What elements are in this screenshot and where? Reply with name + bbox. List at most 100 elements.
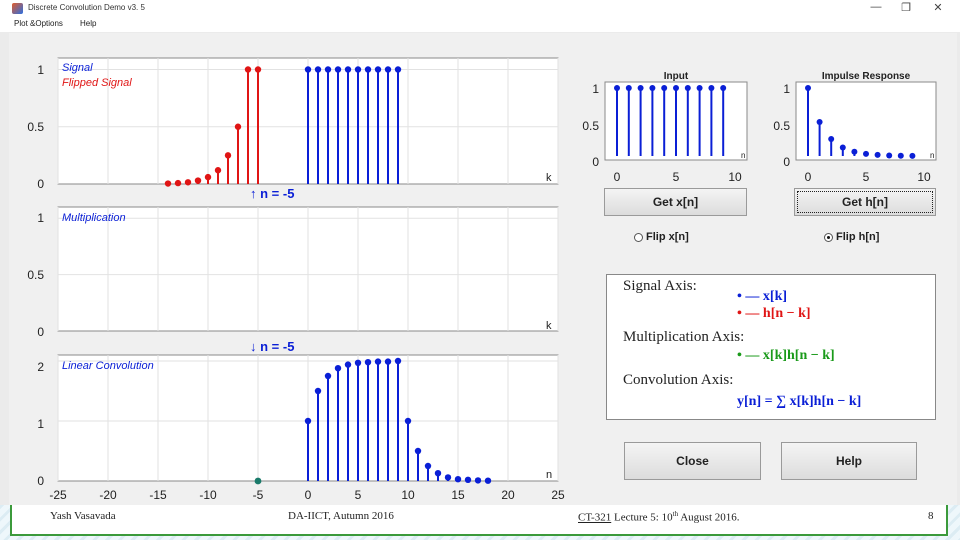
flipped-point [164,180,172,187]
conv-point [484,477,492,484]
impulse-point [874,151,881,158]
input-ytick-1: 1 [592,82,599,96]
menu-help[interactable]: Help [80,19,97,28]
conv-axis-heading: Convolution Axis: [623,372,734,388]
input-xtick: 0 [614,170,621,184]
legend-multiplication: Multiplication [62,212,126,224]
current-n-marker [254,477,262,485]
conv-ytick-2: 2 [37,360,44,374]
conv-point [394,357,402,365]
flipped-point [234,123,242,130]
xtick-label: -20 [99,488,117,502]
impulse-ytick-1: 1 [783,82,790,96]
conv-point [434,470,442,477]
input-axis-var: n [741,151,745,160]
signal-point [344,66,352,73]
flip-h-radio[interactable]: Flip h[n] [824,231,879,243]
conv-point [344,361,352,368]
flipped-point [254,66,262,73]
xtick-label: 25 [551,488,565,502]
slide-footer: Yash Vasavada DA-IICT, Autumn 2016 CT-32… [10,505,948,536]
signal-axis-var: k [546,172,552,184]
restore-button[interactable]: ❐ [901,2,911,14]
input-point [625,85,632,91]
flipped-point [174,179,182,187]
input-point [649,85,656,91]
conv-point [304,417,312,425]
conv-eq: y[n] = ∑ x[k]h[n − k] [737,394,862,409]
signal-x-eq: • — x[k] [737,289,788,304]
legend-panel: Signal Axis: • — x[k] • — h[n − k] Multi… [606,274,936,420]
mult-axis-heading: Multiplication Axis: [623,329,745,345]
close-button[interactable]: Close [624,442,761,480]
mult-ytick-0: 0 [37,325,44,339]
legend-linear-convolution: Linear Convolution [62,360,154,372]
conv-point [454,476,462,483]
n-indicator-down: ↓ n = -5 [250,339,294,354]
footer-lecture-text: Lecture 5: 10 [613,511,673,524]
signal-point [314,66,322,73]
conv-point [414,447,422,455]
footer-course: DA-IICT, Autumn 2016 [288,510,394,522]
close-window-button[interactable]: ✕ [933,2,943,14]
matlab-icon [12,3,23,14]
flipped-point [184,179,192,186]
impulse-point [805,85,811,91]
signal-point [364,66,372,73]
input-xtick: 5 [673,170,680,184]
menu-bar: Plot &Options Help [0,18,960,32]
mult-axis-var: k [546,320,552,332]
impulse-point [828,136,835,142]
plots-layer: Signal Flipped Signal 1 0.5 0 k ↑ n = -5… [27,57,937,502]
help-button[interactable]: Help [781,442,917,480]
impulse-xtick: 0 [805,170,812,184]
xtick-label: -15 [149,488,167,502]
xtick-label: -5 [253,488,264,502]
footer-page-number: 8 [928,510,934,522]
flipped-point [204,173,212,181]
xtick-label: -10 [199,488,217,502]
conv-point [444,474,452,481]
n-indicator-up: ↑ n = -5 [250,186,294,201]
signal-axes: Signal Flipped Signal 1 0.5 0 k ↑ n = -5 [27,57,559,201]
input-point [684,85,691,91]
window-title: Discrete Convolution Demo v3. 5 [28,3,145,12]
input-point [637,85,644,91]
conv-point [464,476,472,483]
signal-point [394,66,402,73]
input-title: Input [664,71,689,82]
input-point [673,85,679,91]
xtick-label: -25 [49,488,67,502]
conv-point [374,358,382,365]
footer-lecture-end: August 2016. [678,511,740,524]
input-point [708,85,715,91]
impulse-point [886,152,893,159]
xtick-label: 0 [305,488,312,502]
menu-plot-options[interactable]: Plot &Options [14,19,63,28]
input-ytick-0-5: 0.5 [582,119,599,133]
xtick-label: 5 [355,488,362,502]
radio-off-icon [634,232,643,242]
conv-point [424,462,432,470]
flipped-point [214,167,222,174]
impulse-xtick: 10 [917,170,931,184]
multiplication-axes: Multiplication 1 0.5 0 k ↓ n = -5 [27,206,559,354]
footer-code: CT-321 [578,511,612,524]
input-axes: Input 1 0.5 0 n 0 5 10 [582,71,748,184]
impulse-xtick: 5 [863,170,870,184]
impulse-title: Impulse Response [822,71,911,82]
flip-x-radio[interactable]: Flip x[n] [634,231,689,243]
signal-point [384,66,392,73]
signal-ytick-0: 0 [37,177,44,191]
impulse-axis-var: n [930,151,934,160]
flipped-point [224,152,232,159]
impulse-point [839,144,846,151]
conv-point [474,477,482,484]
conv-point [314,387,322,395]
minimize-button[interactable]: — [870,1,882,13]
impulse-ytick-0-5: 0.5 [773,119,790,133]
impulse-point [897,152,904,159]
get-h-button[interactable]: Get h[n] [794,188,936,216]
xtick-label: 10 [401,488,415,502]
get-x-button[interactable]: Get x[n] [604,188,747,216]
